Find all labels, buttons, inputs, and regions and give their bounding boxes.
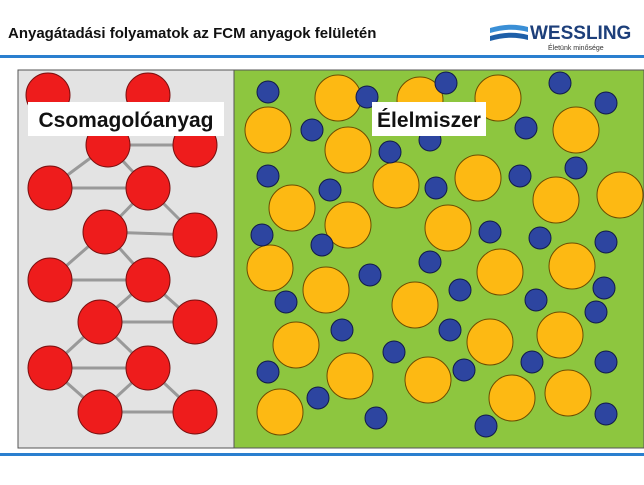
logo-tagline: Életünk minősége [548,43,604,52]
slide: Anyagátadási folyamatok az FCM anyagok f… [0,0,644,485]
packaging-label: Csomagolóanyag [38,109,213,132]
food-label: Élelmiszer [377,109,481,132]
logo-text: WESSLING [530,23,631,44]
slide-title: Anyagátadási folyamatok az FCM anyagok f… [8,25,376,42]
header-rule [0,55,644,58]
footer-rule [0,453,644,456]
